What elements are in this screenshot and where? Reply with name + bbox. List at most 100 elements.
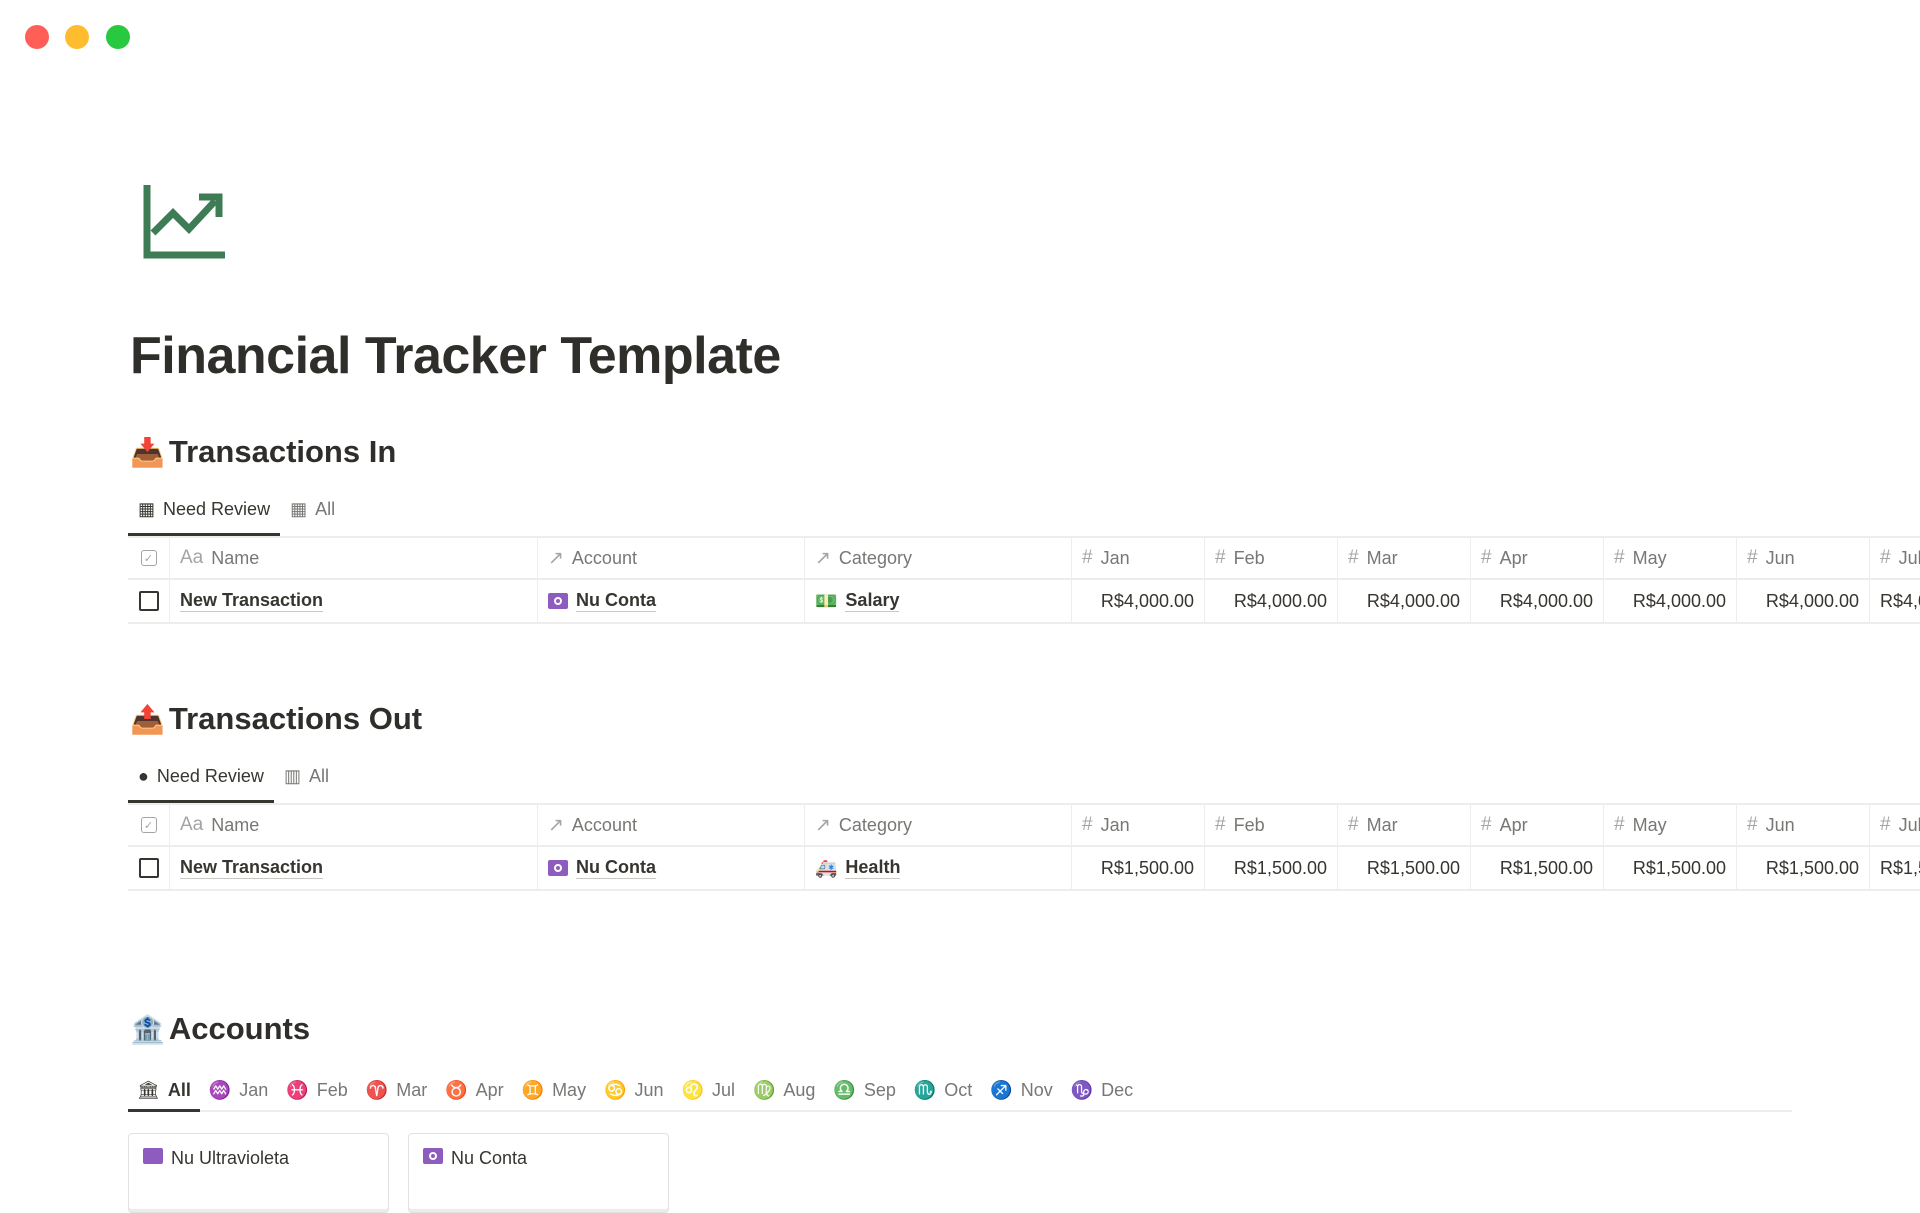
category-link[interactable]: Salary <box>845 590 900 612</box>
account-link[interactable]: Nu Conta <box>576 857 656 879</box>
tab-all[interactable]: ▥ All <box>274 759 339 793</box>
account-cell[interactable]: Nu Conta <box>538 580 805 622</box>
tab-sep[interactable]: ♎ Sep <box>824 1070 904 1110</box>
value-cell[interactable]: R$4,000.00 <box>1072 580 1205 622</box>
tab-need-review[interactable]: ▦ Need Review <box>128 492 281 536</box>
tab-aug[interactable]: ♍ Aug <box>744 1070 824 1110</box>
column-header-jan[interactable]: # Jan <box>1072 538 1205 578</box>
column-header-name[interactable]: Aa Name <box>170 538 538 578</box>
number-icon: # <box>1880 547 1891 568</box>
column-header-apr[interactable]: # Apr <box>1471 805 1604 845</box>
column-header-jul[interactable]: # Jul <box>1870 805 1920 845</box>
row-title-link[interactable]: New Transaction <box>180 857 324 879</box>
accounts-heading[interactable]: 🏦 Accounts <box>130 1011 310 1047</box>
column-header-jul[interactable]: # Jul <box>1870 538 1920 578</box>
category-cell[interactable]: 💵 Salary <box>805 580 1072 622</box>
zodiac-icon: ♈ <box>365 1079 389 1100</box>
table-row[interactable]: New Transaction Nu Conta 🚑 Health R$1,500… <box>128 847 1920 891</box>
column-header-jan[interactable]: # Jan <box>1072 805 1205 845</box>
table-row[interactable]: New Transaction Nu Conta 💵 Salary R$4,000… <box>128 580 1920 624</box>
transactions-out-heading[interactable]: 📤 Transactions Out <box>130 701 422 737</box>
select-all-checkbox[interactable]: ✓ <box>128 538 170 578</box>
tab-oct[interactable]: ♏ Oct <box>905 1070 981 1110</box>
column-header-may[interactable]: # May <box>1604 538 1737 578</box>
select-all-checkbox[interactable]: ✓ <box>128 805 170 845</box>
tab-mar[interactable]: ♈ Mar <box>357 1070 436 1110</box>
tab-nov[interactable]: ♐ Nov <box>981 1070 1061 1110</box>
tab-jul[interactable]: ♌ Jul <box>673 1070 744 1110</box>
column-header-jun[interactable]: # Jun <box>1737 538 1870 578</box>
tab-label: All <box>167 1079 191 1100</box>
row-checkbox[interactable] <box>128 847 170 889</box>
name-cell[interactable]: New Transaction <box>170 847 538 889</box>
inbox-tray-icon: 📥 <box>130 436 165 468</box>
credit-card-icon <box>143 1148 163 1164</box>
tab-jun[interactable]: ♋ Jun <box>595 1070 672 1110</box>
tab-all[interactable]: 🏛 All <box>128 1070 200 1112</box>
column-header-apr[interactable]: # Apr <box>1471 538 1604 578</box>
value-cell[interactable]: R$4,000.00 <box>1737 580 1870 622</box>
header-label: Feb <box>1233 547 1265 568</box>
heading-text: Accounts <box>168 1011 311 1046</box>
column-header-feb[interactable]: # Feb <box>1205 805 1338 845</box>
window-close-button[interactable] <box>25 25 49 49</box>
account-card-nu-ultravioleta[interactable]: Nu Ultravioleta <box>128 1133 389 1213</box>
money-icon <box>548 860 568 876</box>
header-label: Apr <box>1499 814 1528 835</box>
zodiac-icon: ♏ <box>913 1079 937 1100</box>
value-cell[interactable]: R$4,000.00 <box>1870 580 1920 622</box>
column-header-name[interactable]: Aa Name <box>170 805 538 845</box>
value-cell[interactable]: R$1,500.00 <box>1205 847 1338 889</box>
transactions-out-view-tabs: ● Need Review ▥ All <box>128 759 339 803</box>
zodiac-icon: ♊ <box>521 1079 545 1100</box>
row-title-link[interactable]: New Transaction <box>180 590 324 612</box>
bank-icon: 🏦 <box>130 1013 165 1045</box>
category-cell[interactable]: 🚑 Health <box>805 847 1072 889</box>
tab-label: Aug <box>783 1079 816 1100</box>
account-link[interactable]: Nu Conta <box>576 590 656 612</box>
window-maximize-button[interactable] <box>106 25 130 49</box>
value-cell[interactable]: R$1,500.00 <box>1338 847 1471 889</box>
tab-feb[interactable]: ♓ Feb <box>277 1070 356 1110</box>
value-cell[interactable]: R$4,000.00 <box>1604 580 1737 622</box>
tab-need-review[interactable]: ● Need Review <box>128 759 274 803</box>
heading-text: Transactions In <box>168 434 397 469</box>
tab-all[interactable]: ▦ All <box>280 492 345 526</box>
column-header-account[interactable]: ↗ Account <box>538 805 805 845</box>
dollar-banknote-icon: 💵 <box>815 590 838 611</box>
zodiac-icon: ♉ <box>445 1079 468 1100</box>
window-minimize-button[interactable] <box>65 25 89 49</box>
value-cell[interactable]: R$4,000.00 <box>1338 580 1471 622</box>
tab-may[interactable]: ♊ May <box>513 1070 595 1110</box>
column-header-category[interactable]: ↗ Category <box>805 805 1072 845</box>
column-header-jun[interactable]: # Jun <box>1737 805 1870 845</box>
column-header-may[interactable]: # May <box>1604 805 1737 845</box>
value-cell[interactable]: R$1,500.00 <box>1870 847 1920 889</box>
account-card-nu-conta[interactable]: Nu Conta <box>408 1133 669 1213</box>
value-cell[interactable]: R$1,500.00 <box>1072 847 1205 889</box>
column-header-mar[interactable]: # Mar <box>1338 538 1471 578</box>
category-link[interactable]: Health <box>845 857 901 879</box>
row-checkbox[interactable] <box>128 580 170 622</box>
value-cell[interactable]: R$1,500.00 <box>1471 847 1604 889</box>
barcode-icon: ▥ <box>283 765 301 786</box>
column-header-mar[interactable]: # Mar <box>1338 805 1471 845</box>
zodiac-icon: ♐ <box>990 1079 1013 1100</box>
transactions-in-heading[interactable]: 📥 Transactions In <box>130 434 396 470</box>
column-header-feb[interactable]: # Feb <box>1205 538 1338 578</box>
name-cell[interactable]: New Transaction <box>170 580 538 622</box>
value-cell[interactable]: R$1,500.00 <box>1737 847 1870 889</box>
value-cell[interactable]: R$1,500.00 <box>1604 847 1737 889</box>
value-cell[interactable]: R$4,000.00 <box>1205 580 1338 622</box>
tab-label: Sep <box>863 1079 896 1100</box>
account-cell[interactable]: Nu Conta <box>538 847 805 889</box>
tab-dec[interactable]: ♑ Dec <box>1062 1070 1142 1110</box>
value-cell[interactable]: R$4,000.00 <box>1471 580 1604 622</box>
zodiac-icon: ♎ <box>833 1079 856 1100</box>
column-header-account[interactable]: ↗ Account <box>538 538 805 578</box>
column-header-category[interactable]: ↗ Category <box>805 538 1072 578</box>
transactions-in-table: ✓ Aa Name ↗ Account ↗ Category # Jan # Feb # M… <box>128 536 1920 624</box>
tab-jan[interactable]: ♒ Jan <box>200 1070 277 1110</box>
zodiac-icon: ♑ <box>1070 1079 1094 1100</box>
tab-apr[interactable]: ♉ Apr <box>436 1070 512 1110</box>
